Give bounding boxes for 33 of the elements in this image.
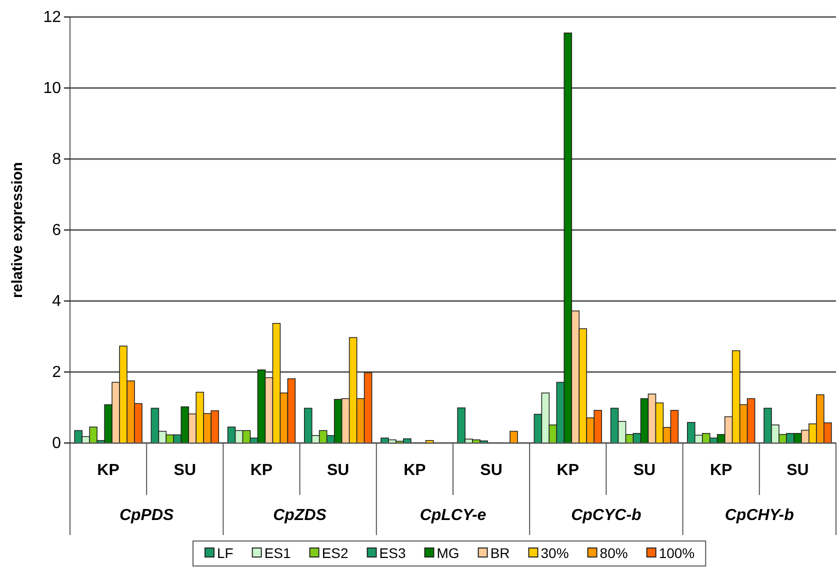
x-tick-label: SU [174, 462, 196, 479]
x-tick-label: KP [97, 462, 120, 479]
legend-label: 80% [600, 545, 628, 561]
y-tick-label: 2 [52, 364, 62, 382]
text: CpPDS [119, 507, 174, 524]
x-tick-label: SU [480, 462, 502, 479]
text: CpCHY-b [724, 507, 794, 524]
legend-label: ES2 [322, 545, 348, 561]
y-axis-title: relative expression [9, 162, 26, 298]
text: CpLCY-e [420, 507, 486, 524]
x-tick-label: SU [633, 462, 656, 479]
legend-label: 30% [540, 545, 569, 561]
legend-label: LF [217, 545, 234, 561]
text: CpZDS [273, 507, 327, 524]
y-tick-label: 4 [52, 293, 62, 310]
y-tick-label: 0 [52, 435, 62, 452]
text: CpCYC-b [571, 507, 642, 524]
bar [510, 430, 518, 444]
legend-label: ES3 [379, 545, 406, 561]
x-tick-label: SU [786, 462, 809, 479]
y-tick-label: 6 [52, 222, 62, 240]
x-tick-label: KP [404, 462, 426, 479]
y-tick-label: 10 [43, 80, 62, 98]
legend-label: 100% [658, 545, 695, 561]
legend-label: MG [436, 545, 460, 561]
legend-label: ES1 [264, 545, 292, 561]
x-tick-label: KP [710, 462, 733, 479]
x-tick-label: KP [556, 462, 580, 479]
x-tick-label: KP [250, 462, 273, 479]
legend-label: BR [490, 545, 510, 561]
x-tick-label: SU [326, 462, 350, 479]
y-tick-label: 8 [52, 151, 62, 168]
y-tick-label: 12 [43, 9, 62, 26]
